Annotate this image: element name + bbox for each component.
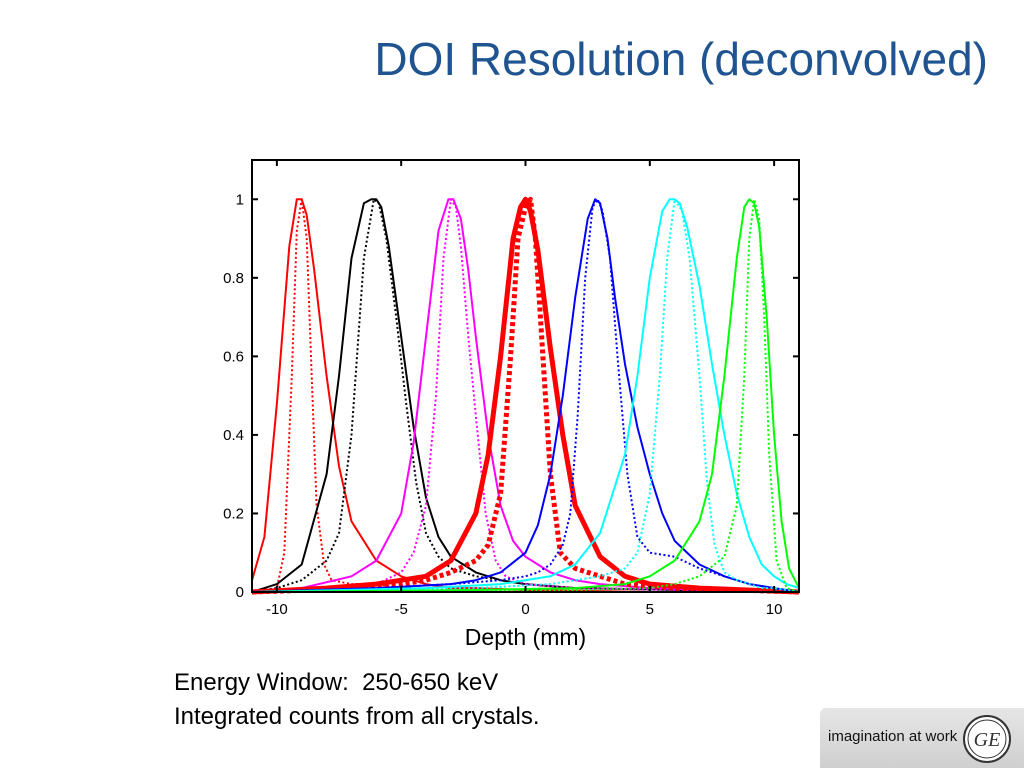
series-line-9 <box>251 198 800 593</box>
ge-logo-banner: imagination at work GE <box>820 708 1024 768</box>
series-line-14 <box>251 198 800 593</box>
series-line-12 <box>251 198 800 593</box>
x-tick-label: -5 <box>395 601 408 618</box>
caption-energy-window: Energy Window: 250-650 keV <box>174 669 499 696</box>
series-line-3 <box>251 198 800 593</box>
x-tick-label: -10 <box>266 601 288 618</box>
x-tick-label: 10 <box>766 601 783 618</box>
series-line-1 <box>251 198 799 593</box>
y-tick-label: 0 <box>236 584 244 601</box>
series-line-13 <box>251 198 800 593</box>
series-line-7 <box>251 196 800 595</box>
y-tick-label: 0.6 <box>223 348 244 365</box>
ge-monogram-icon: GE <box>963 715 1011 763</box>
x-tick-label: 0 <box>521 601 529 618</box>
series-line-5 <box>251 198 800 593</box>
y-tick-label: 0.8 <box>223 270 244 287</box>
series-line-6 <box>251 198 800 593</box>
plot-frame <box>251 159 800 593</box>
x-axis-label: Depth (mm) <box>465 624 586 650</box>
y-tick-label: 1 <box>236 191 244 208</box>
ge-monogram-text: GE <box>974 729 1001 751</box>
logo-tagline: imagination at work <box>828 728 958 745</box>
curve-layer <box>251 196 800 595</box>
caption-integrated-counts: Integrated counts from all crystals. <box>174 703 540 730</box>
x-tick-label: 5 <box>646 601 654 618</box>
series-line-8 <box>251 196 800 595</box>
series-line-11 <box>251 198 800 593</box>
doi-resolution-chart: -10 -5 0 5 10 0 0.2 0.4 0.6 0.8 1 Depth (mm) <box>223 159 800 650</box>
y-tick-label: 0.2 <box>223 505 244 522</box>
caption: Energy Window: 250-650 keV Integrated co… <box>174 666 539 734</box>
y-tick-label: 0.4 <box>223 427 244 444</box>
slide-title: DOI Resolution (deconvolved) <box>374 33 988 85</box>
axes-layer: -10 -5 0 5 10 0 0.2 0.4 0.6 0.8 1 <box>223 159 800 618</box>
